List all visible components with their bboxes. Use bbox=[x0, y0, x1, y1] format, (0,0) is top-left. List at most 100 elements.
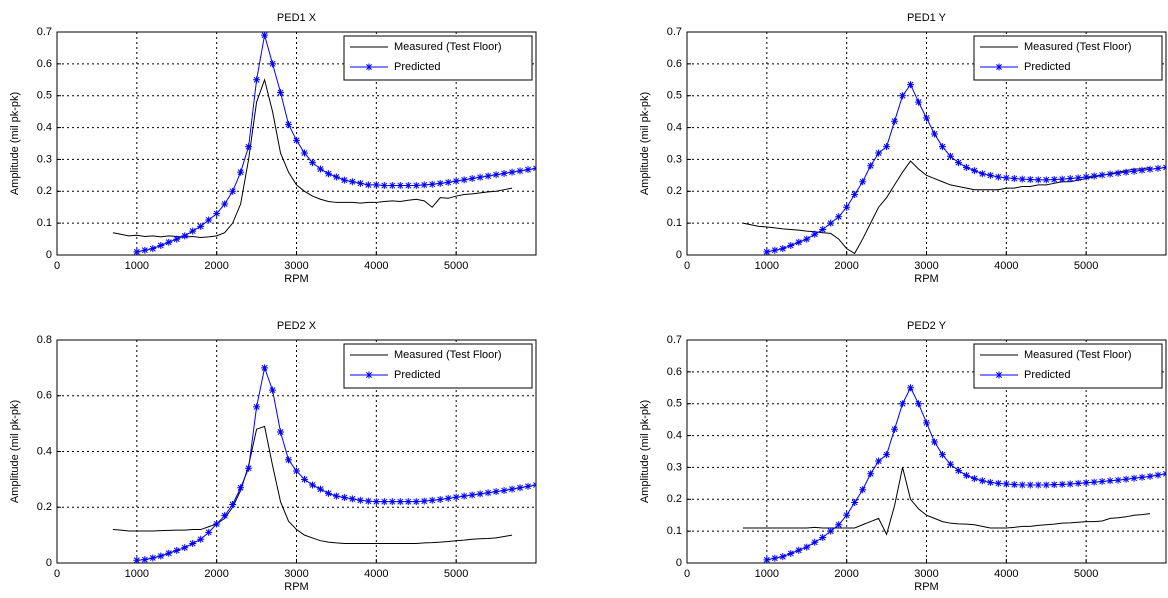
point-marker bbox=[372, 181, 380, 189]
point-marker bbox=[930, 130, 938, 138]
legend-label: Measured (Test Floor) bbox=[394, 41, 502, 53]
point-marker bbox=[293, 136, 300, 144]
point-marker bbox=[859, 178, 867, 186]
point-marker bbox=[388, 498, 396, 506]
point-marker bbox=[923, 419, 930, 427]
point-marker bbox=[1058, 175, 1066, 183]
point-marker bbox=[133, 556, 141, 563]
legend-label: Measured (Test Floor) bbox=[394, 349, 502, 361]
point-marker bbox=[356, 179, 364, 187]
point-marker bbox=[253, 403, 261, 411]
point-marker bbox=[404, 182, 412, 190]
point-marker bbox=[261, 32, 269, 39]
point-marker bbox=[1114, 476, 1122, 484]
point-marker bbox=[962, 471, 970, 479]
x-tick-label: 4000 bbox=[994, 260, 1018, 272]
x-tick-label: 0 bbox=[54, 260, 60, 272]
point-marker bbox=[332, 492, 340, 500]
x-axis-label: RPM bbox=[284, 273, 308, 285]
point-marker bbox=[835, 213, 843, 221]
y-tick-label: 0.4 bbox=[37, 445, 52, 457]
point-marker bbox=[277, 89, 285, 97]
point-marker bbox=[181, 544, 189, 552]
y-tick-label: 0 bbox=[676, 557, 682, 569]
point-marker bbox=[779, 245, 787, 253]
point-marker bbox=[436, 495, 444, 503]
point-marker bbox=[1154, 471, 1162, 479]
axes-frame bbox=[686, 31, 1167, 256]
point-marker bbox=[1138, 166, 1146, 174]
point-marker bbox=[300, 475, 308, 483]
legend: Measured (Test Floor) Predicted bbox=[343, 343, 533, 389]
y-tick-label: 0.6 bbox=[667, 58, 682, 70]
point-marker bbox=[970, 167, 978, 175]
point-marker bbox=[460, 492, 468, 500]
point-marker bbox=[867, 162, 875, 170]
point-marker bbox=[380, 498, 388, 506]
y-tick-label: 0.4 bbox=[667, 121, 682, 133]
point-marker bbox=[388, 182, 396, 190]
legend-label: Predicted bbox=[394, 369, 440, 381]
subplot: 0 1000 2000 3000 4000 5000 0 0.2 0.4 0.6 0.8 PED2 X… bbox=[9, 320, 537, 593]
legend-marker bbox=[365, 63, 373, 71]
point-marker bbox=[508, 168, 516, 176]
point-marker bbox=[763, 556, 771, 563]
point-marker bbox=[907, 81, 915, 89]
point-marker bbox=[875, 457, 883, 465]
point-marker bbox=[986, 171, 994, 179]
x-tick-label: 5000 bbox=[444, 260, 468, 272]
point-marker bbox=[213, 520, 221, 528]
point-marker bbox=[221, 512, 229, 520]
point-marker bbox=[859, 486, 867, 494]
legend-label: Predicted bbox=[1024, 369, 1070, 381]
point-marker bbox=[141, 556, 149, 563]
legend-label: Predicted bbox=[1024, 61, 1070, 73]
point-marker bbox=[1146, 472, 1154, 480]
point-marker bbox=[1106, 170, 1114, 178]
point-marker bbox=[396, 498, 404, 506]
point-marker bbox=[133, 248, 141, 255]
y-tick-label: 0.6 bbox=[37, 390, 52, 402]
point-marker bbox=[1074, 479, 1082, 487]
x-tick-label: 5000 bbox=[444, 568, 468, 580]
subplot: 0 1000 2000 3000 4000 5000 0 0.1 0.2 0.3 0.4 0.5 0.6… bbox=[639, 12, 1167, 285]
point-marker bbox=[340, 176, 348, 184]
point-marker bbox=[978, 170, 986, 178]
point-marker bbox=[324, 170, 332, 178]
point-marker bbox=[293, 467, 300, 475]
x-tick-label: 5000 bbox=[1074, 568, 1098, 580]
point-marker bbox=[468, 491, 476, 499]
point-marker bbox=[763, 248, 771, 255]
point-marker bbox=[444, 494, 452, 502]
x-tick-label: 2000 bbox=[204, 568, 228, 580]
point-marker bbox=[476, 173, 484, 181]
point-marker bbox=[819, 226, 827, 234]
y-tick-label: 0.5 bbox=[667, 398, 682, 410]
point-marker bbox=[412, 182, 420, 190]
point-marker bbox=[1122, 475, 1130, 483]
point-marker bbox=[1018, 481, 1026, 489]
chart-title: PED2 X bbox=[277, 320, 317, 332]
point-marker bbox=[938, 451, 946, 459]
point-marker bbox=[516, 484, 524, 492]
point-marker bbox=[994, 173, 1002, 181]
point-marker bbox=[875, 149, 883, 157]
point-marker bbox=[380, 182, 388, 190]
y-tick-label: 0.3 bbox=[667, 153, 682, 165]
point-marker bbox=[500, 487, 508, 495]
y-tick-label: 0.1 bbox=[37, 217, 52, 229]
point-marker bbox=[819, 534, 827, 542]
point-marker bbox=[883, 143, 891, 151]
point-marker bbox=[883, 451, 891, 459]
point-marker bbox=[1042, 176, 1050, 184]
x-tick-label: 4000 bbox=[364, 568, 388, 580]
series-line bbox=[112, 425, 513, 544]
y-tick-label: 0.5 bbox=[667, 90, 682, 102]
point-marker bbox=[165, 238, 173, 246]
point-marker bbox=[1130, 474, 1138, 482]
point-marker bbox=[149, 245, 157, 253]
legend-marker bbox=[995, 371, 1003, 379]
point-marker bbox=[803, 235, 811, 243]
point-marker bbox=[771, 246, 779, 254]
